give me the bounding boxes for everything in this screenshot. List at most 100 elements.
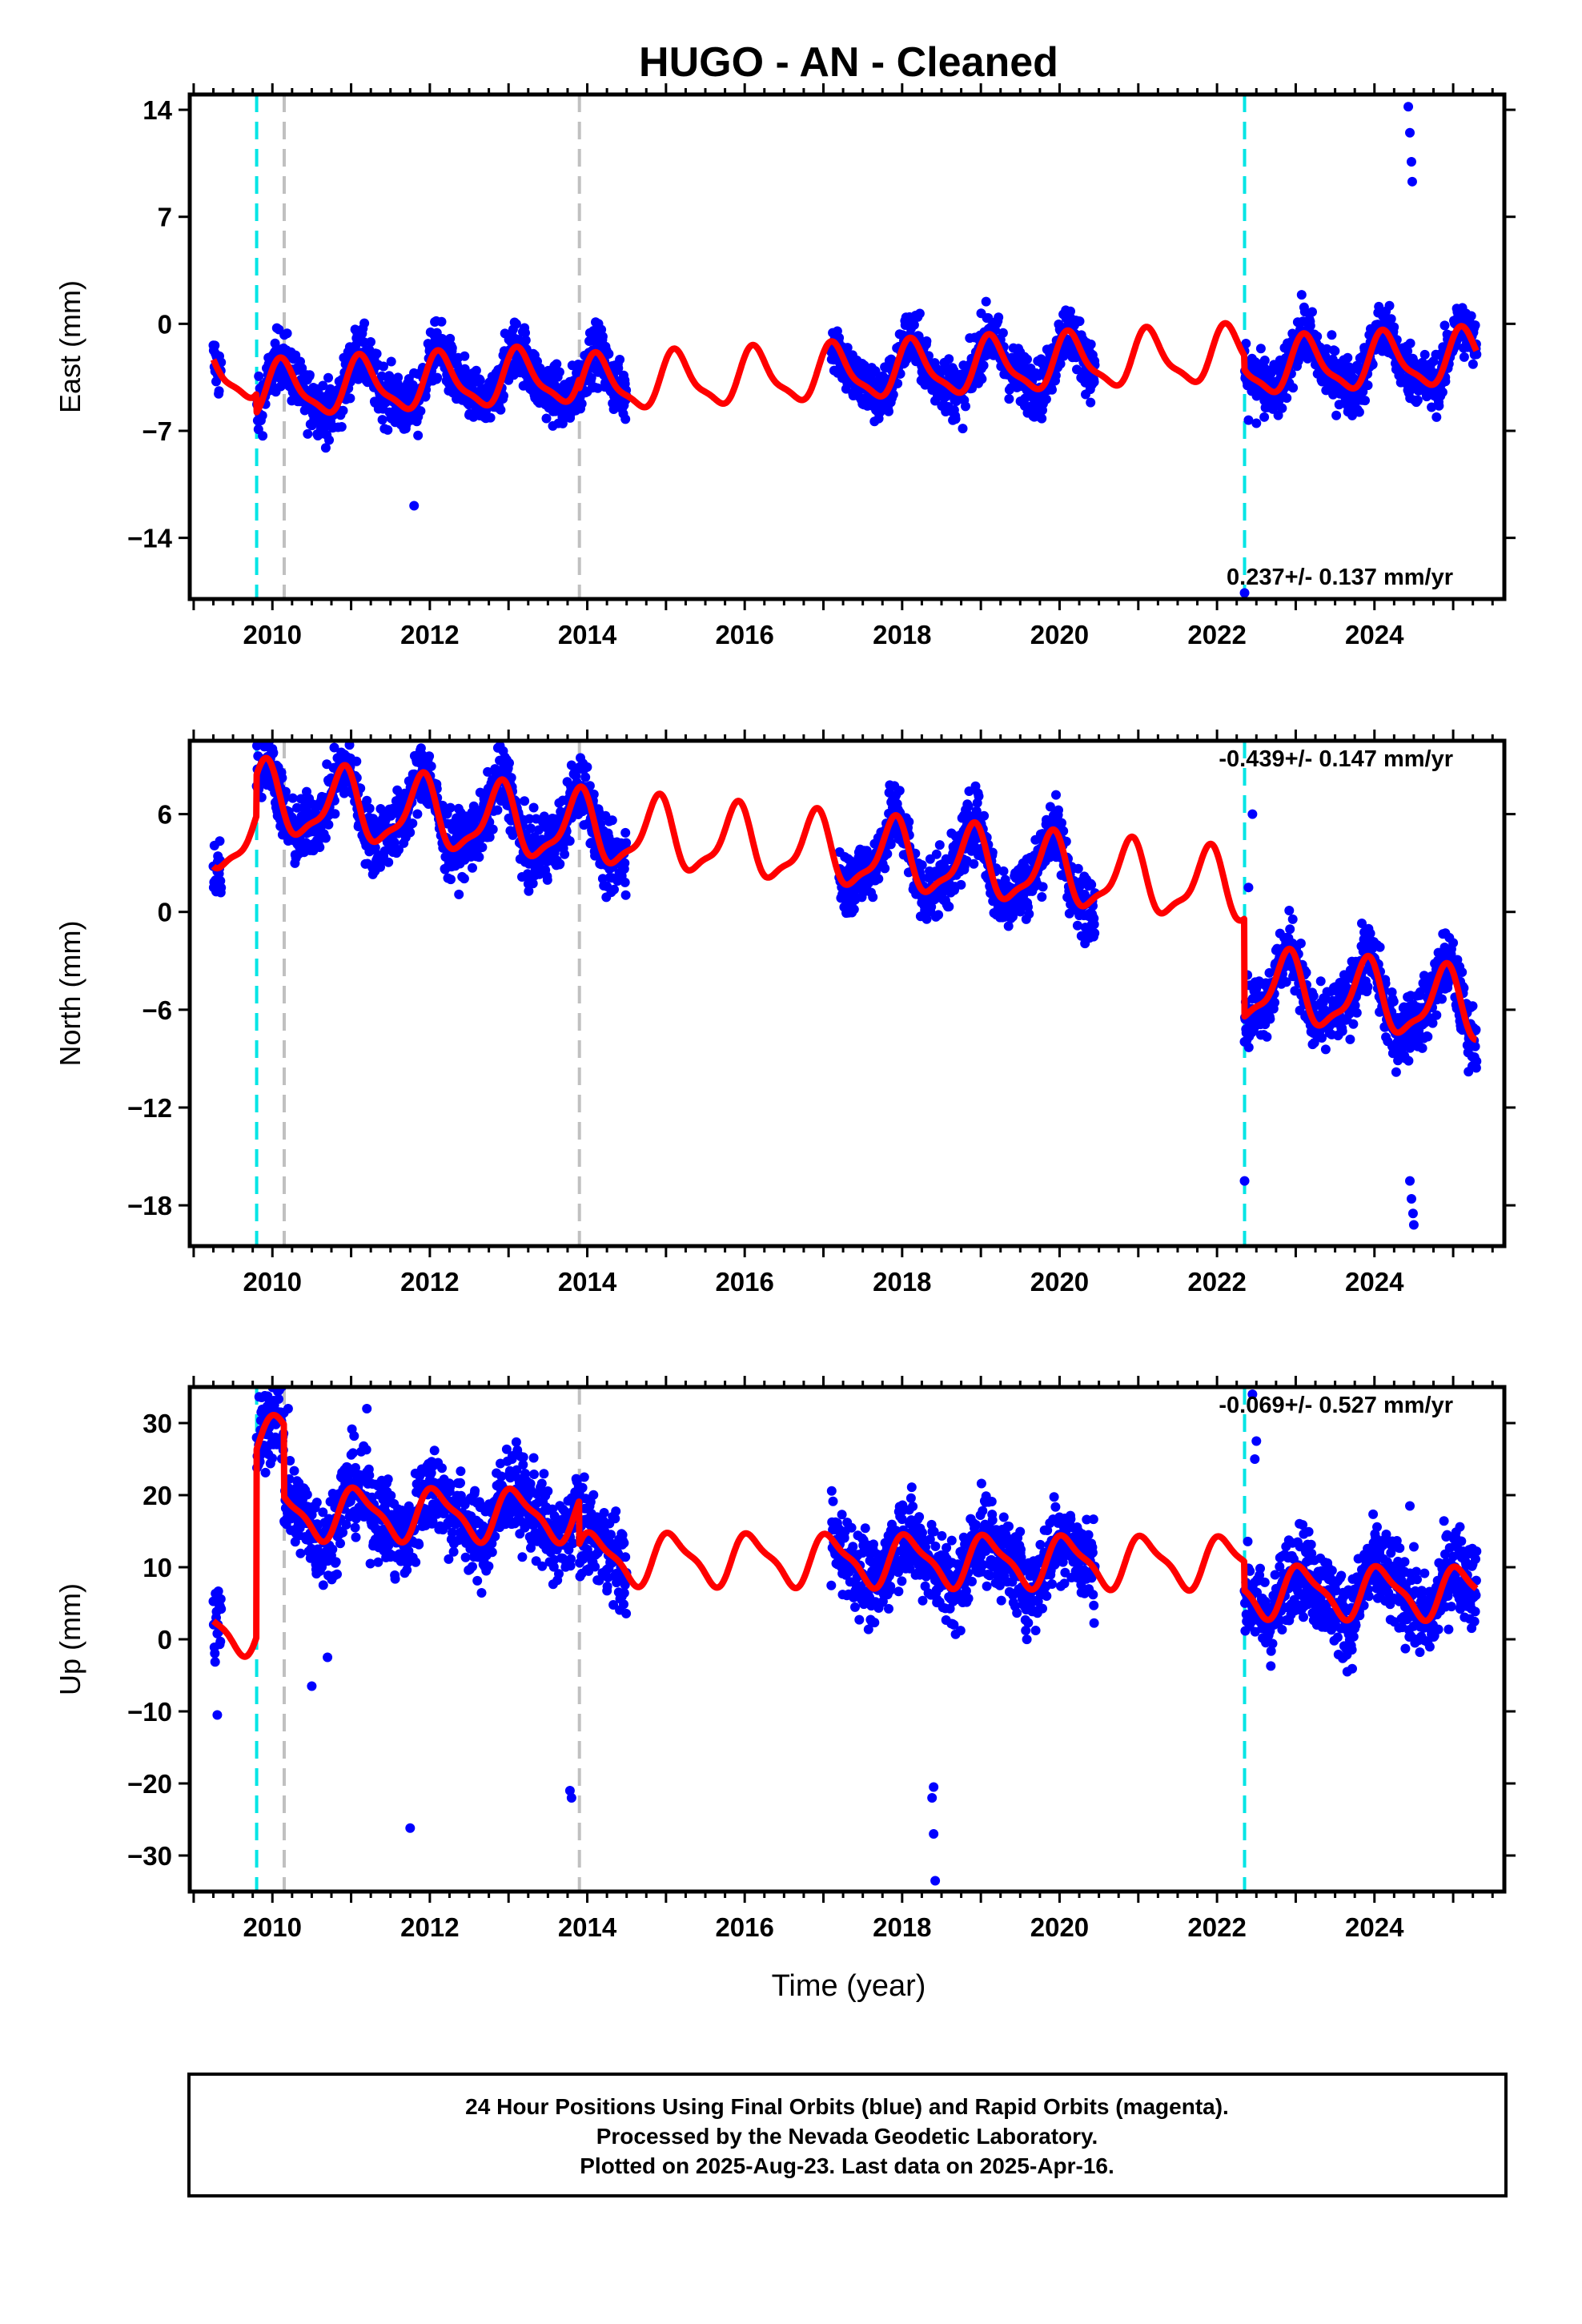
east-point — [1360, 396, 1370, 406]
east-point — [1305, 320, 1315, 331]
north-point — [351, 756, 362, 766]
east-y-axis-label: East (mm) — [54, 280, 86, 413]
east-point — [366, 337, 375, 347]
east-point — [336, 422, 347, 432]
east-point — [1259, 412, 1270, 422]
east-point — [282, 328, 292, 339]
north-point — [998, 866, 1009, 876]
east-point — [318, 380, 328, 391]
east-point — [1022, 354, 1032, 364]
east-point — [471, 365, 481, 376]
east-x-tick-label: 2022 — [1187, 620, 1246, 649]
north-point — [1089, 919, 1099, 930]
north-point — [620, 877, 630, 887]
east-point — [884, 406, 893, 416]
east-point — [1259, 356, 1270, 365]
east-point — [994, 312, 1004, 323]
north-point — [868, 892, 878, 903]
north-point — [974, 791, 984, 802]
east-point — [1041, 394, 1051, 404]
east-point — [214, 386, 224, 396]
east-point — [842, 343, 853, 353]
north-point — [885, 839, 896, 850]
north-point — [1320, 1044, 1331, 1055]
east-point — [257, 410, 267, 420]
east-point — [620, 414, 631, 424]
north-point — [1287, 914, 1298, 924]
north-point — [607, 815, 617, 826]
east-data-points — [208, 102, 1482, 598]
north-point — [1375, 942, 1385, 952]
north-point — [560, 849, 570, 859]
north-point — [215, 836, 225, 846]
north-point — [1051, 790, 1061, 800]
east-point — [379, 361, 388, 372]
east-point — [978, 360, 989, 371]
east-point — [345, 393, 355, 404]
figure-title: HUGO - AN - Cleaned — [639, 39, 1058, 86]
east-point — [554, 367, 564, 377]
east-x-tick-label: 2014 — [558, 620, 617, 649]
east-point — [359, 318, 370, 328]
east-point — [597, 332, 608, 342]
east-y-tick-label: 0 — [158, 309, 172, 339]
north-point — [383, 857, 394, 867]
north-point — [405, 827, 416, 838]
north-point — [1351, 1007, 1362, 1018]
east-point — [520, 335, 531, 345]
east-point — [1459, 352, 1469, 362]
east-point — [393, 372, 404, 383]
north-point — [620, 827, 631, 838]
north-point — [620, 890, 631, 900]
east-point — [475, 376, 485, 386]
north-point — [580, 772, 591, 782]
east-rate-label: 0.237+/- 0.137 mm/yr — [1227, 565, 1453, 590]
north-point — [931, 849, 942, 859]
east-point — [1439, 320, 1450, 331]
east-x-tick-label: 2010 — [243, 620, 302, 649]
east-point — [1296, 290, 1307, 300]
north-point — [1431, 1010, 1442, 1020]
east-point — [1330, 346, 1340, 356]
north-point — [412, 809, 423, 819]
north-point — [542, 875, 552, 885]
east-y-tick-label: −14 — [127, 524, 173, 553]
east-point — [888, 389, 898, 400]
east-point — [258, 431, 268, 441]
east-point — [1074, 316, 1085, 327]
east-point — [1466, 311, 1476, 321]
north-point — [1054, 805, 1063, 815]
north-point — [520, 796, 530, 806]
north-point — [944, 902, 954, 912]
north-point — [446, 875, 456, 885]
north-point — [1073, 863, 1083, 874]
east-point — [409, 501, 420, 511]
north-point — [320, 833, 331, 843]
east-point — [944, 354, 954, 364]
north-point — [1391, 1067, 1401, 1077]
east-point — [950, 414, 961, 424]
east-x-tick-label: 2012 — [400, 620, 459, 649]
east-point — [1405, 338, 1415, 348]
north-point — [1403, 1055, 1414, 1066]
east-point — [371, 348, 382, 359]
east-point — [304, 370, 315, 380]
east-point — [604, 348, 614, 359]
east-point — [552, 359, 562, 369]
east-point — [324, 435, 335, 445]
east-point — [416, 406, 426, 416]
east-point — [1327, 330, 1337, 340]
east-point — [1437, 387, 1447, 397]
north-point — [454, 889, 464, 899]
east-x-tick-label: 2018 — [873, 620, 931, 649]
east-point — [460, 351, 470, 361]
east-point — [1086, 397, 1096, 408]
north-point — [287, 793, 298, 803]
east-point — [921, 336, 932, 346]
north-point — [364, 803, 375, 814]
east-point — [1255, 344, 1266, 354]
east-point — [981, 296, 991, 307]
north-point — [1038, 882, 1048, 892]
east-point — [1406, 157, 1416, 167]
